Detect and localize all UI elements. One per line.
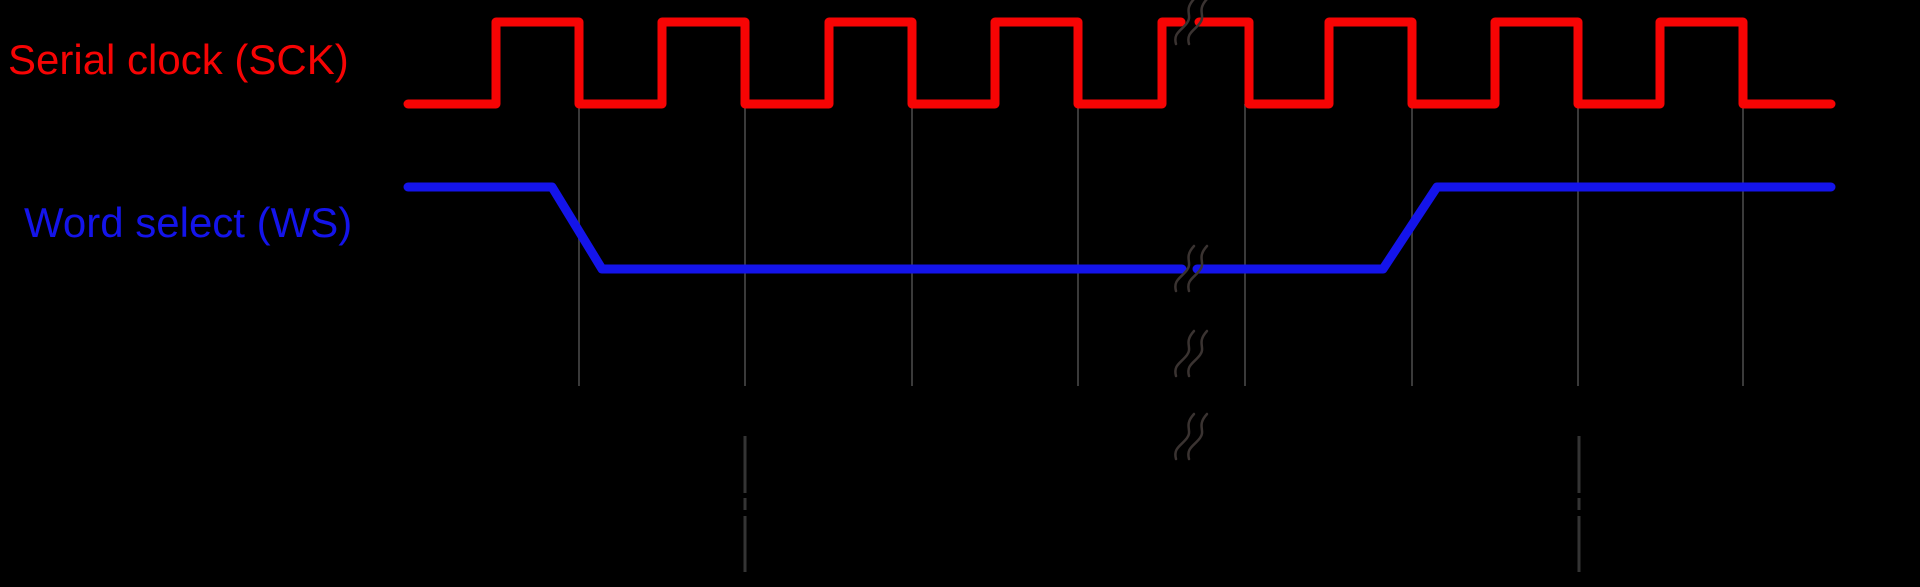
sck-waveform	[1194, 17, 1836, 109]
ws-signal-label: Word select (WS)	[24, 199, 353, 246]
break-mark-squiggle	[1187, 329, 1209, 378]
break-mark-squiggle	[1174, 0, 1195, 46]
break-mark-squiggle	[1174, 412, 1196, 461]
sck-signal-label: Serial clock (SCK)	[8, 36, 349, 83]
break-mark-squiggle	[1174, 329, 1196, 378]
break-mark-squiggle	[1187, 244, 1209, 293]
ws-waveform	[1192, 182, 1836, 274]
break-mark-squiggle	[1187, 0, 1208, 46]
ws-waveform	[403, 182, 1187, 274]
break-mark-squiggle	[1187, 412, 1209, 461]
sck-waveform	[403, 17, 1186, 109]
break-mark-squiggle	[1174, 244, 1196, 293]
